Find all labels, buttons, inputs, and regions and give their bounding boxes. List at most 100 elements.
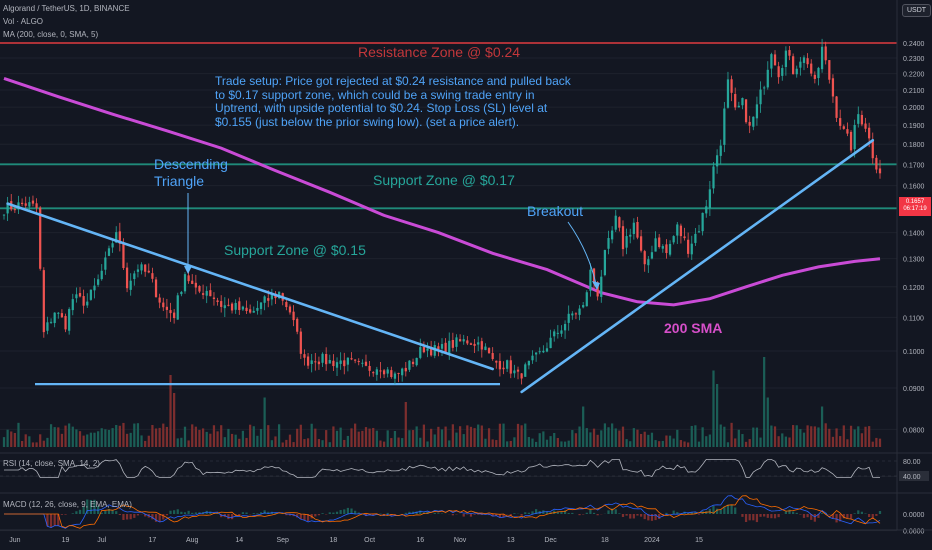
macd-hist-107 <box>390 514 393 516</box>
candle-body-175 <box>636 221 639 238</box>
macd-hist-32 <box>118 514 121 516</box>
volume-bar-194 <box>705 436 708 447</box>
macd-hist-30 <box>111 510 114 514</box>
volume-bar-228 <box>828 428 831 447</box>
volume-bar-47 <box>173 393 176 447</box>
candle-body-242 <box>878 168 882 174</box>
candle-body-137 <box>498 360 502 370</box>
candle-93 <box>339 352 342 370</box>
volume-bar-226 <box>820 406 824 447</box>
candle-body-114 <box>415 357 418 366</box>
candle-body-87 <box>317 361 321 365</box>
volume-bar-182 <box>661 440 664 447</box>
volume-bar-233 <box>846 439 849 447</box>
candle-body-41 <box>151 273 154 279</box>
time-tick-label: Jun <box>9 537 20 544</box>
time-tick-label: 18 <box>330 537 338 544</box>
candle-body-230 <box>835 96 838 118</box>
candle-182 <box>661 244 664 253</box>
candle-61 <box>223 297 226 318</box>
volume-bar-73 <box>267 425 270 447</box>
volume-bar-25 <box>93 432 96 447</box>
macd-hist-37 <box>136 514 140 516</box>
candle-169 <box>614 210 617 232</box>
price-axis: 0.2400 0.2300 0.2200 0.2100 0.2000 0.1900 0.18… <box>896 0 929 536</box>
volume-bar-184 <box>668 435 672 447</box>
candle-body-166 <box>603 250 607 276</box>
support-015-label: Support Zone @ $0.15 <box>224 242 366 258</box>
volume-bar-59 <box>216 431 219 447</box>
candle-100 <box>364 354 368 367</box>
volume-bar-193 <box>701 427 704 447</box>
macd-hist-141 <box>513 513 516 514</box>
macd-hist-28 <box>104 510 107 514</box>
candle-body-216 <box>784 50 788 67</box>
candle-body-48 <box>176 295 179 320</box>
volume-bar-133 <box>484 438 487 447</box>
candle-body-157 <box>571 313 574 316</box>
sma-200-label: 200 SMA <box>664 320 723 336</box>
candle-224 <box>813 71 816 84</box>
macd-hist-62 <box>227 514 230 520</box>
macd-tick-label: 0.0000 <box>903 512 925 519</box>
macd-hist-95 <box>346 507 350 514</box>
candle-body-113 <box>411 361 415 365</box>
volume-bar-7 <box>28 436 31 447</box>
candle-238 <box>864 117 867 133</box>
macd-hist-47 <box>173 510 176 514</box>
volume-bar-238 <box>864 426 867 447</box>
volume-bar-153 <box>556 438 559 447</box>
candle-79 <box>288 304 292 315</box>
candle-220 <box>799 56 802 76</box>
candle-body-149 <box>542 350 545 353</box>
macd-hist-83 <box>303 514 306 521</box>
volume-bar-172 <box>625 439 628 447</box>
candle-4 <box>17 195 20 215</box>
candle-body-183 <box>665 244 668 254</box>
macd-hist-222 <box>806 514 809 518</box>
macd-hist-24 <box>89 499 92 514</box>
candle-body-233 <box>846 129 849 134</box>
candle-190 <box>690 235 693 260</box>
candle-body-11 <box>42 270 45 333</box>
macd-signal-line <box>4 495 881 529</box>
candle-body-46 <box>169 310 172 314</box>
candle-149 <box>542 345 545 354</box>
macd-hist-191 <box>694 512 697 514</box>
macd-hist-65 <box>238 514 241 516</box>
volume-bar-64 <box>234 434 237 447</box>
candle-92 <box>335 357 339 376</box>
candle-body-85 <box>310 360 313 365</box>
volume-bar-204 <box>741 434 744 447</box>
candle-body-221 <box>802 57 806 63</box>
candle-107 <box>390 366 393 379</box>
candle-85 <box>310 353 313 373</box>
macd-hist-67 <box>245 512 248 514</box>
candle-body-111 <box>404 367 407 372</box>
candle-body-69 <box>252 310 255 313</box>
candle-body-32 <box>118 231 121 244</box>
macd-hist-196 <box>712 505 715 514</box>
volume-bar-232 <box>842 425 845 447</box>
candle-body-215 <box>781 68 784 76</box>
macd-hist-48 <box>176 509 179 514</box>
candle-189 <box>687 232 690 258</box>
candle-101 <box>368 360 371 377</box>
macd-hist-177 <box>643 514 646 520</box>
candle-body-37 <box>136 269 140 272</box>
macd-hist-59 <box>216 513 219 514</box>
candle-170 <box>618 216 621 232</box>
volume-bar-229 <box>831 436 835 447</box>
candle-body-96 <box>350 358 353 360</box>
volume-bar-30 <box>111 428 114 447</box>
sma-200-line-path <box>3 76 881 307</box>
candle-154 <box>560 325 563 337</box>
candle-body-153 <box>556 332 559 334</box>
candle-body-80 <box>292 311 295 321</box>
macd-hist-132 <box>480 514 483 516</box>
candle-22 <box>82 289 85 314</box>
currency-selector-button[interactable]: USDT <box>902 4 932 17</box>
macd-hist-51 <box>187 510 190 514</box>
candle-153 <box>556 325 559 339</box>
